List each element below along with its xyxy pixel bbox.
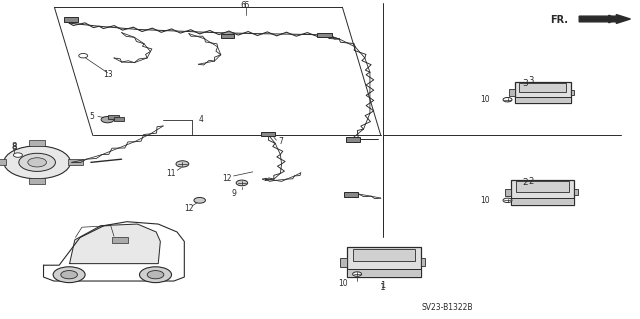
Bar bbox=[421, 258, 425, 266]
Text: 1: 1 bbox=[380, 281, 385, 290]
Text: 6: 6 bbox=[241, 1, 246, 10]
Circle shape bbox=[79, 54, 88, 58]
Circle shape bbox=[19, 153, 56, 171]
Bar bbox=[68, 159, 83, 165]
Bar bbox=[509, 90, 515, 96]
Circle shape bbox=[4, 146, 70, 179]
Bar bbox=[221, 33, 234, 38]
Text: FR.: FR. bbox=[550, 15, 568, 25]
Bar bbox=[516, 181, 569, 192]
Text: 12: 12 bbox=[184, 204, 193, 213]
Bar bbox=[114, 117, 124, 121]
Circle shape bbox=[140, 267, 172, 283]
Circle shape bbox=[28, 158, 47, 167]
Bar bbox=[317, 33, 332, 37]
Circle shape bbox=[147, 271, 164, 279]
Circle shape bbox=[13, 153, 22, 157]
Circle shape bbox=[53, 267, 85, 283]
Bar bbox=[515, 98, 571, 103]
Bar bbox=[108, 115, 119, 119]
Bar bbox=[347, 269, 421, 277]
Text: 13: 13 bbox=[102, 70, 113, 79]
Bar bbox=[0, 159, 6, 165]
Text: 12: 12 bbox=[222, 174, 232, 183]
Text: 10: 10 bbox=[480, 95, 490, 104]
Bar bbox=[64, 17, 78, 22]
Text: 11: 11 bbox=[166, 169, 175, 178]
Polygon shape bbox=[70, 224, 161, 263]
Bar bbox=[511, 198, 574, 205]
Bar bbox=[347, 247, 421, 277]
Text: 10: 10 bbox=[480, 196, 490, 205]
Text: 2: 2 bbox=[529, 177, 534, 186]
Bar bbox=[346, 137, 360, 142]
Text: 8: 8 bbox=[12, 143, 17, 152]
Bar bbox=[340, 257, 347, 267]
Text: 3: 3 bbox=[529, 76, 534, 85]
Bar bbox=[505, 189, 511, 196]
Circle shape bbox=[353, 272, 362, 276]
Bar bbox=[29, 178, 45, 184]
Text: 3: 3 bbox=[522, 79, 527, 88]
Text: 2: 2 bbox=[522, 178, 527, 188]
Text: 10: 10 bbox=[338, 279, 348, 288]
Text: 1: 1 bbox=[380, 283, 385, 292]
Bar bbox=[515, 82, 571, 103]
Circle shape bbox=[503, 98, 512, 102]
Circle shape bbox=[194, 197, 205, 203]
Text: 9: 9 bbox=[232, 189, 237, 197]
Text: 8: 8 bbox=[12, 142, 17, 151]
Bar bbox=[112, 237, 128, 243]
Bar bbox=[353, 249, 415, 261]
Circle shape bbox=[176, 161, 189, 167]
Text: 6: 6 bbox=[244, 1, 249, 10]
Circle shape bbox=[236, 180, 248, 186]
Bar bbox=[511, 180, 574, 205]
FancyArrow shape bbox=[579, 15, 630, 23]
Bar bbox=[344, 192, 358, 197]
Circle shape bbox=[101, 116, 114, 123]
Bar bbox=[571, 90, 574, 95]
Bar bbox=[574, 189, 578, 196]
Bar bbox=[29, 140, 45, 146]
Text: 7: 7 bbox=[278, 137, 284, 146]
Bar bbox=[261, 132, 275, 136]
Circle shape bbox=[503, 198, 512, 203]
Circle shape bbox=[61, 271, 77, 279]
Bar bbox=[519, 83, 566, 92]
Text: 5: 5 bbox=[90, 112, 95, 121]
Text: SV23-B1322B: SV23-B1322B bbox=[421, 303, 472, 312]
Text: 4: 4 bbox=[198, 115, 204, 124]
